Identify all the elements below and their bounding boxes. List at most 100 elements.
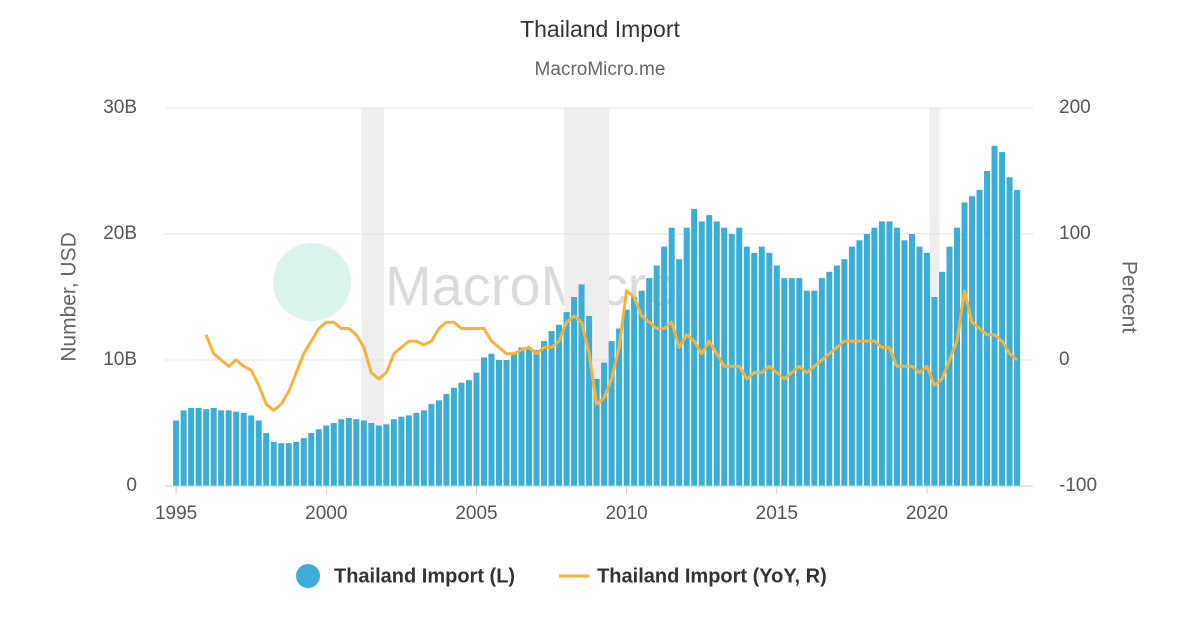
bar: [571, 297, 578, 486]
bar: [353, 419, 360, 486]
bar: [233, 411, 240, 486]
y-tick-label: 30B: [103, 97, 137, 118]
bar: [653, 265, 660, 486]
bar: [878, 221, 885, 486]
bar: [541, 341, 548, 486]
bar: [661, 246, 668, 486]
bar: [706, 215, 713, 486]
bar: [999, 152, 1006, 486]
bar: [435, 400, 442, 486]
bar: [833, 265, 840, 486]
legend-item[interactable]: Thailand Import (YoY, R): [559, 565, 827, 587]
bar: [420, 410, 427, 486]
x-tick-label: 2020: [906, 503, 948, 524]
bar: [901, 240, 908, 486]
bar: [811, 290, 818, 486]
bar: [330, 423, 337, 486]
y-axis-title: Number, USD: [58, 232, 81, 362]
bar: [721, 227, 728, 486]
line: [204, 289, 1019, 412]
watermark: MacroMicro: [273, 243, 677, 321]
bar: [1006, 177, 1013, 487]
bar: [668, 227, 675, 486]
bar: [931, 297, 938, 486]
bar: [893, 227, 900, 486]
bar: [188, 407, 195, 486]
bar: [405, 415, 412, 486]
chart-subtitle: MacroMicro.me: [535, 59, 666, 80]
y-tick-label: 20B: [103, 223, 137, 244]
bar: [225, 410, 232, 486]
bar: [841, 259, 848, 486]
bar: [180, 410, 187, 486]
plot-area: [165, 107, 1033, 487]
bar: [631, 297, 638, 486]
bar: [390, 419, 397, 486]
bar: [308, 433, 315, 486]
bar: [293, 441, 300, 486]
bar: [248, 415, 255, 486]
bar: [518, 347, 525, 486]
bar: [465, 380, 472, 486]
bar: [623, 309, 630, 486]
bar: [338, 419, 345, 486]
bar: [203, 409, 210, 486]
bar: [856, 240, 863, 486]
legend-label: Thailand Import (YoY, R): [597, 565, 827, 587]
bar: [646, 278, 653, 486]
bar: [195, 407, 202, 486]
y2-tick-label: 0: [1059, 349, 1070, 370]
bar: [563, 312, 570, 486]
y2-axis-title: Percent: [1117, 261, 1140, 334]
x-tick-label: 2010: [605, 503, 647, 524]
bar: [946, 246, 953, 486]
bar: [263, 433, 270, 486]
x-tick-label: 2005: [455, 503, 497, 524]
bar: [240, 412, 247, 486]
bar: [548, 331, 555, 486]
bar: [578, 284, 585, 486]
bar: [788, 278, 795, 486]
bar: [285, 443, 292, 486]
bar: [510, 353, 518, 486]
chart-title: Thailand Import: [520, 16, 680, 42]
bar: [345, 417, 352, 486]
bar: [758, 246, 765, 486]
legend-item[interactable]: Thailand Import (L): [296, 564, 515, 588]
bar: [533, 349, 540, 486]
bar: [976, 189, 983, 486]
y-tick-label: 10B: [103, 349, 137, 370]
bar: [984, 171, 991, 486]
bar: [908, 234, 915, 486]
bar: [803, 290, 810, 486]
bar: [586, 315, 593, 486]
legend-symbol: [296, 564, 320, 588]
bar: [480, 357, 487, 486]
bar: [969, 196, 976, 486]
bar: [278, 443, 285, 486]
watermark-text: MacroMicro: [385, 254, 677, 317]
bar: [495, 360, 502, 486]
bar: [818, 278, 825, 486]
bar: [526, 347, 533, 486]
bar: [863, 234, 870, 486]
x-tick-label: 2000: [305, 503, 347, 524]
bar: [848, 246, 855, 486]
bar: [826, 271, 833, 486]
x-tick-label: 1995: [155, 503, 197, 524]
bar: [961, 202, 968, 486]
bar: [608, 341, 615, 486]
bar: [691, 208, 698, 487]
bar: [210, 407, 217, 486]
shaded-range: [361, 108, 384, 486]
bar: [375, 425, 382, 486]
bar: [443, 394, 450, 486]
bar: [173, 420, 180, 486]
bar: [616, 328, 623, 486]
y-tick-label: 0: [126, 475, 137, 496]
bar: [218, 410, 225, 486]
bar: [638, 290, 645, 486]
bar: [315, 429, 322, 486]
bar: [413, 412, 420, 486]
